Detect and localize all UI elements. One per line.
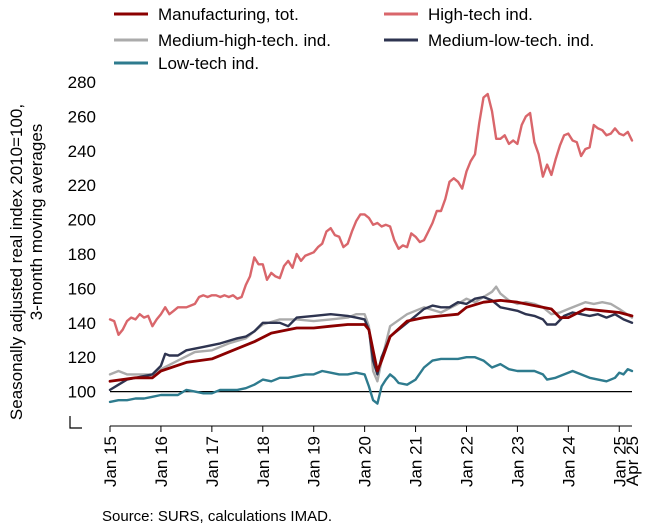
y-axis-title-line2: 3-month moving averages <box>27 124 46 321</box>
x-axis: Jan 15 Jan 16 Jan 17 Jan 18 Jan 19 Jan 20 Jan … <box>69 416 642 487</box>
y-tick-label: 260 <box>68 107 96 126</box>
y-tick-label: 100 <box>68 383 96 402</box>
y-tick-label: 200 <box>68 211 96 230</box>
source-note: Source: SURS, calculations IMAD. <box>102 508 333 525</box>
x-tick-label: Jan 22 <box>458 436 477 487</box>
y-tick-label: 220 <box>68 176 96 195</box>
y-tick-label: 160 <box>68 279 96 298</box>
legend-label: Medium-low-tech. ind. <box>428 31 594 50</box>
x-tick-label: Jan 20 <box>356 436 375 487</box>
axis-break-mark <box>69 416 82 429</box>
y-tick-label: 140 <box>68 314 96 333</box>
x-tick-label: Jan 21 <box>407 436 426 487</box>
y-axis: 100 120 140 160 180 200 220 240 260 280 <box>68 73 96 402</box>
legend-label: Medium-high-tech. ind. <box>158 31 331 50</box>
y-axis-title: Seasonally adjusted real index 2010=100,… <box>7 104 46 420</box>
y-tick-label: 280 <box>68 73 96 92</box>
x-tick-label: Jan 19 <box>305 436 324 487</box>
legend-label: Manufacturing, tot. <box>158 5 299 24</box>
x-tick-label: Jan 18 <box>254 436 273 487</box>
series-line-4 <box>108 356 634 405</box>
legend-label: High-tech ind. <box>428 5 533 24</box>
series-line-2 <box>108 285 634 383</box>
legend: Manufacturing, tot. High-tech ind. Medium-… <box>114 5 594 73</box>
x-tick-label: Jan 15 <box>101 436 120 487</box>
plot-area <box>108 92 634 405</box>
x-tick-label: Jan 17 <box>203 436 222 487</box>
y-tick-label: 240 <box>68 142 96 161</box>
x-tick-label: Jan 25 <box>610 436 629 487</box>
x-tick-label: Apr 25 <box>623 436 642 486</box>
y-tick-label: 180 <box>68 245 96 264</box>
y-axis-title-line1: Seasonally adjusted real index 2010=100, <box>7 104 26 420</box>
x-tick-label: Jan 24 <box>559 436 578 487</box>
x-tick-label: Jan 16 <box>152 436 171 487</box>
series-line-1 <box>108 92 634 336</box>
legend-label: Low-tech ind. <box>158 54 259 73</box>
y-tick-label: 120 <box>68 348 96 367</box>
x-tick-label: Jan 23 <box>508 436 527 487</box>
series-line-0 <box>108 299 634 383</box>
